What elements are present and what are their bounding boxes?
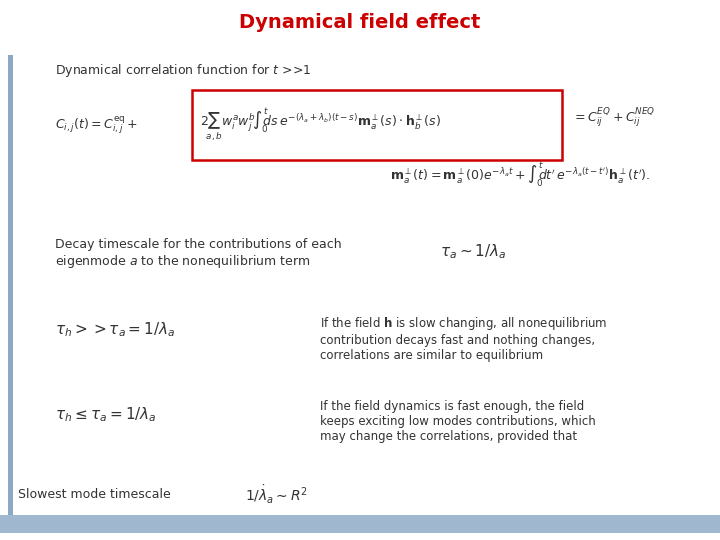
Text: $1/\dot{\lambda}_a \sim R^2$: $1/\dot{\lambda}_a \sim R^2$ [245, 484, 308, 506]
Text: $2\!\sum_{a,b} w^a_i w^b_j \!\int_0^t \!\!ds\, e^{-(\lambda_a+\lambda_b)(t-s)}\m: $2\!\sum_{a,b} w^a_i w^b_j \!\int_0^t \!… [200, 107, 441, 143]
Bar [8, 55, 13, 515]
Text: $\tau_a \sim 1/\lambda_a$: $\tau_a \sim 1/\lambda_a$ [440, 242, 507, 261]
Text: $C_{i,j}(t) = C^{\mathrm{eq}}_{i,j} +$: $C_{i,j}(t) = C^{\mathrm{eq}}_{i,j} +$ [55, 114, 138, 136]
Text: $\tau_h >> \tau_a = 1/\lambda_a$: $\tau_h >> \tau_a = 1/\lambda_a$ [55, 321, 176, 339]
Text: $\tau_h \leq \tau_a = 1/\lambda_a$: $\tau_h \leq \tau_a = 1/\lambda_a$ [55, 406, 157, 424]
Text: $= C^{EQ}_{ij} + C^{NEQ}_{ij}$: $= C^{EQ}_{ij} + C^{NEQ}_{ij}$ [572, 106, 655, 130]
Bar [0, 515, 720, 533]
Text: If the field $\mathbf{h}$ is slow changing, all nonequilibrium
contribution deca: If the field $\mathbf{h}$ is slow changi… [320, 315, 607, 362]
Text: If the field dynamics is fast enough, the field
keeps exciting low modes contrib: If the field dynamics is fast enough, th… [320, 400, 595, 443]
Text: Slowest mode timescale: Slowest mode timescale [18, 489, 171, 502]
Text: Dynamical correlation function for $t$ >>1: Dynamical correlation function for $t$ >… [55, 62, 312, 79]
Text: Dynamical field effect: Dynamical field effect [239, 12, 481, 31]
Bar [192, 90, 562, 160]
Text: Decay timescale for the contributions of each
eigenmode $a$ to the nonequilibriu: Decay timescale for the contributions of… [55, 238, 341, 271]
Text: $\mathbf{m}^{\perp}_a(t) = \mathbf{m}^{\perp}_a(0)e^{-\lambda_a t} + \int_0^t \!: $\mathbf{m}^{\perp}_a(t) = \mathbf{m}^{\… [390, 160, 650, 190]
